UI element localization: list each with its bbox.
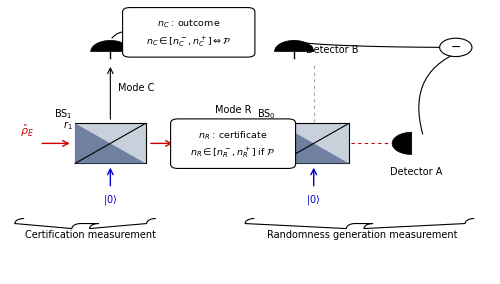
Text: Detector A: Detector A (390, 167, 443, 177)
Polygon shape (278, 123, 349, 163)
Text: $n_R \in [n_R^-, n_R^+]$ if $\mathcal{P}$: $n_R \in [n_R^-, n_R^+]$ if $\mathcal{P}… (190, 145, 276, 160)
Text: Mode R: Mode R (215, 105, 252, 115)
Polygon shape (75, 123, 146, 163)
Text: $\hat{\rho}_E$: $\hat{\rho}_E$ (20, 123, 34, 139)
Polygon shape (75, 123, 146, 163)
Wedge shape (91, 40, 130, 51)
Text: $n_R$ : certificate: $n_R$ : certificate (198, 129, 268, 142)
Polygon shape (278, 123, 349, 163)
Wedge shape (392, 132, 411, 154)
Text: $-$: $-$ (450, 40, 462, 53)
Wedge shape (274, 40, 314, 51)
Text: Randomness generation measurement: Randomness generation measurement (268, 230, 458, 240)
Text: $n_C \in [n_C^-, n_C^+] \Leftrightarrow \mathcal{P}$: $n_C \in [n_C^-, n_C^+] \Leftrightarrow … (146, 34, 232, 49)
Text: $r_1$: $r_1$ (63, 119, 72, 132)
Text: Detector C: Detector C (122, 45, 175, 55)
FancyArrowPatch shape (419, 48, 470, 134)
Text: $|0\rangle$: $|0\rangle$ (103, 193, 118, 207)
FancyBboxPatch shape (122, 8, 255, 57)
FancyBboxPatch shape (170, 119, 296, 168)
Circle shape (440, 38, 472, 57)
Text: Mode C: Mode C (118, 83, 154, 93)
Text: $r_0$: $r_0$ (266, 119, 276, 132)
Text: $|0\rangle$: $|0\rangle$ (306, 193, 321, 207)
Text: $n_C$ : outcome: $n_C$ : outcome (157, 18, 220, 30)
Text: $\mathrm{BS}_1$: $\mathrm{BS}_1$ (54, 107, 72, 121)
FancyArrowPatch shape (112, 32, 127, 38)
Text: Certification measurement: Certification measurement (25, 230, 156, 240)
Text: $\mathrm{BS}_0$: $\mathrm{BS}_0$ (257, 107, 276, 121)
Text: Detector B: Detector B (306, 45, 359, 55)
